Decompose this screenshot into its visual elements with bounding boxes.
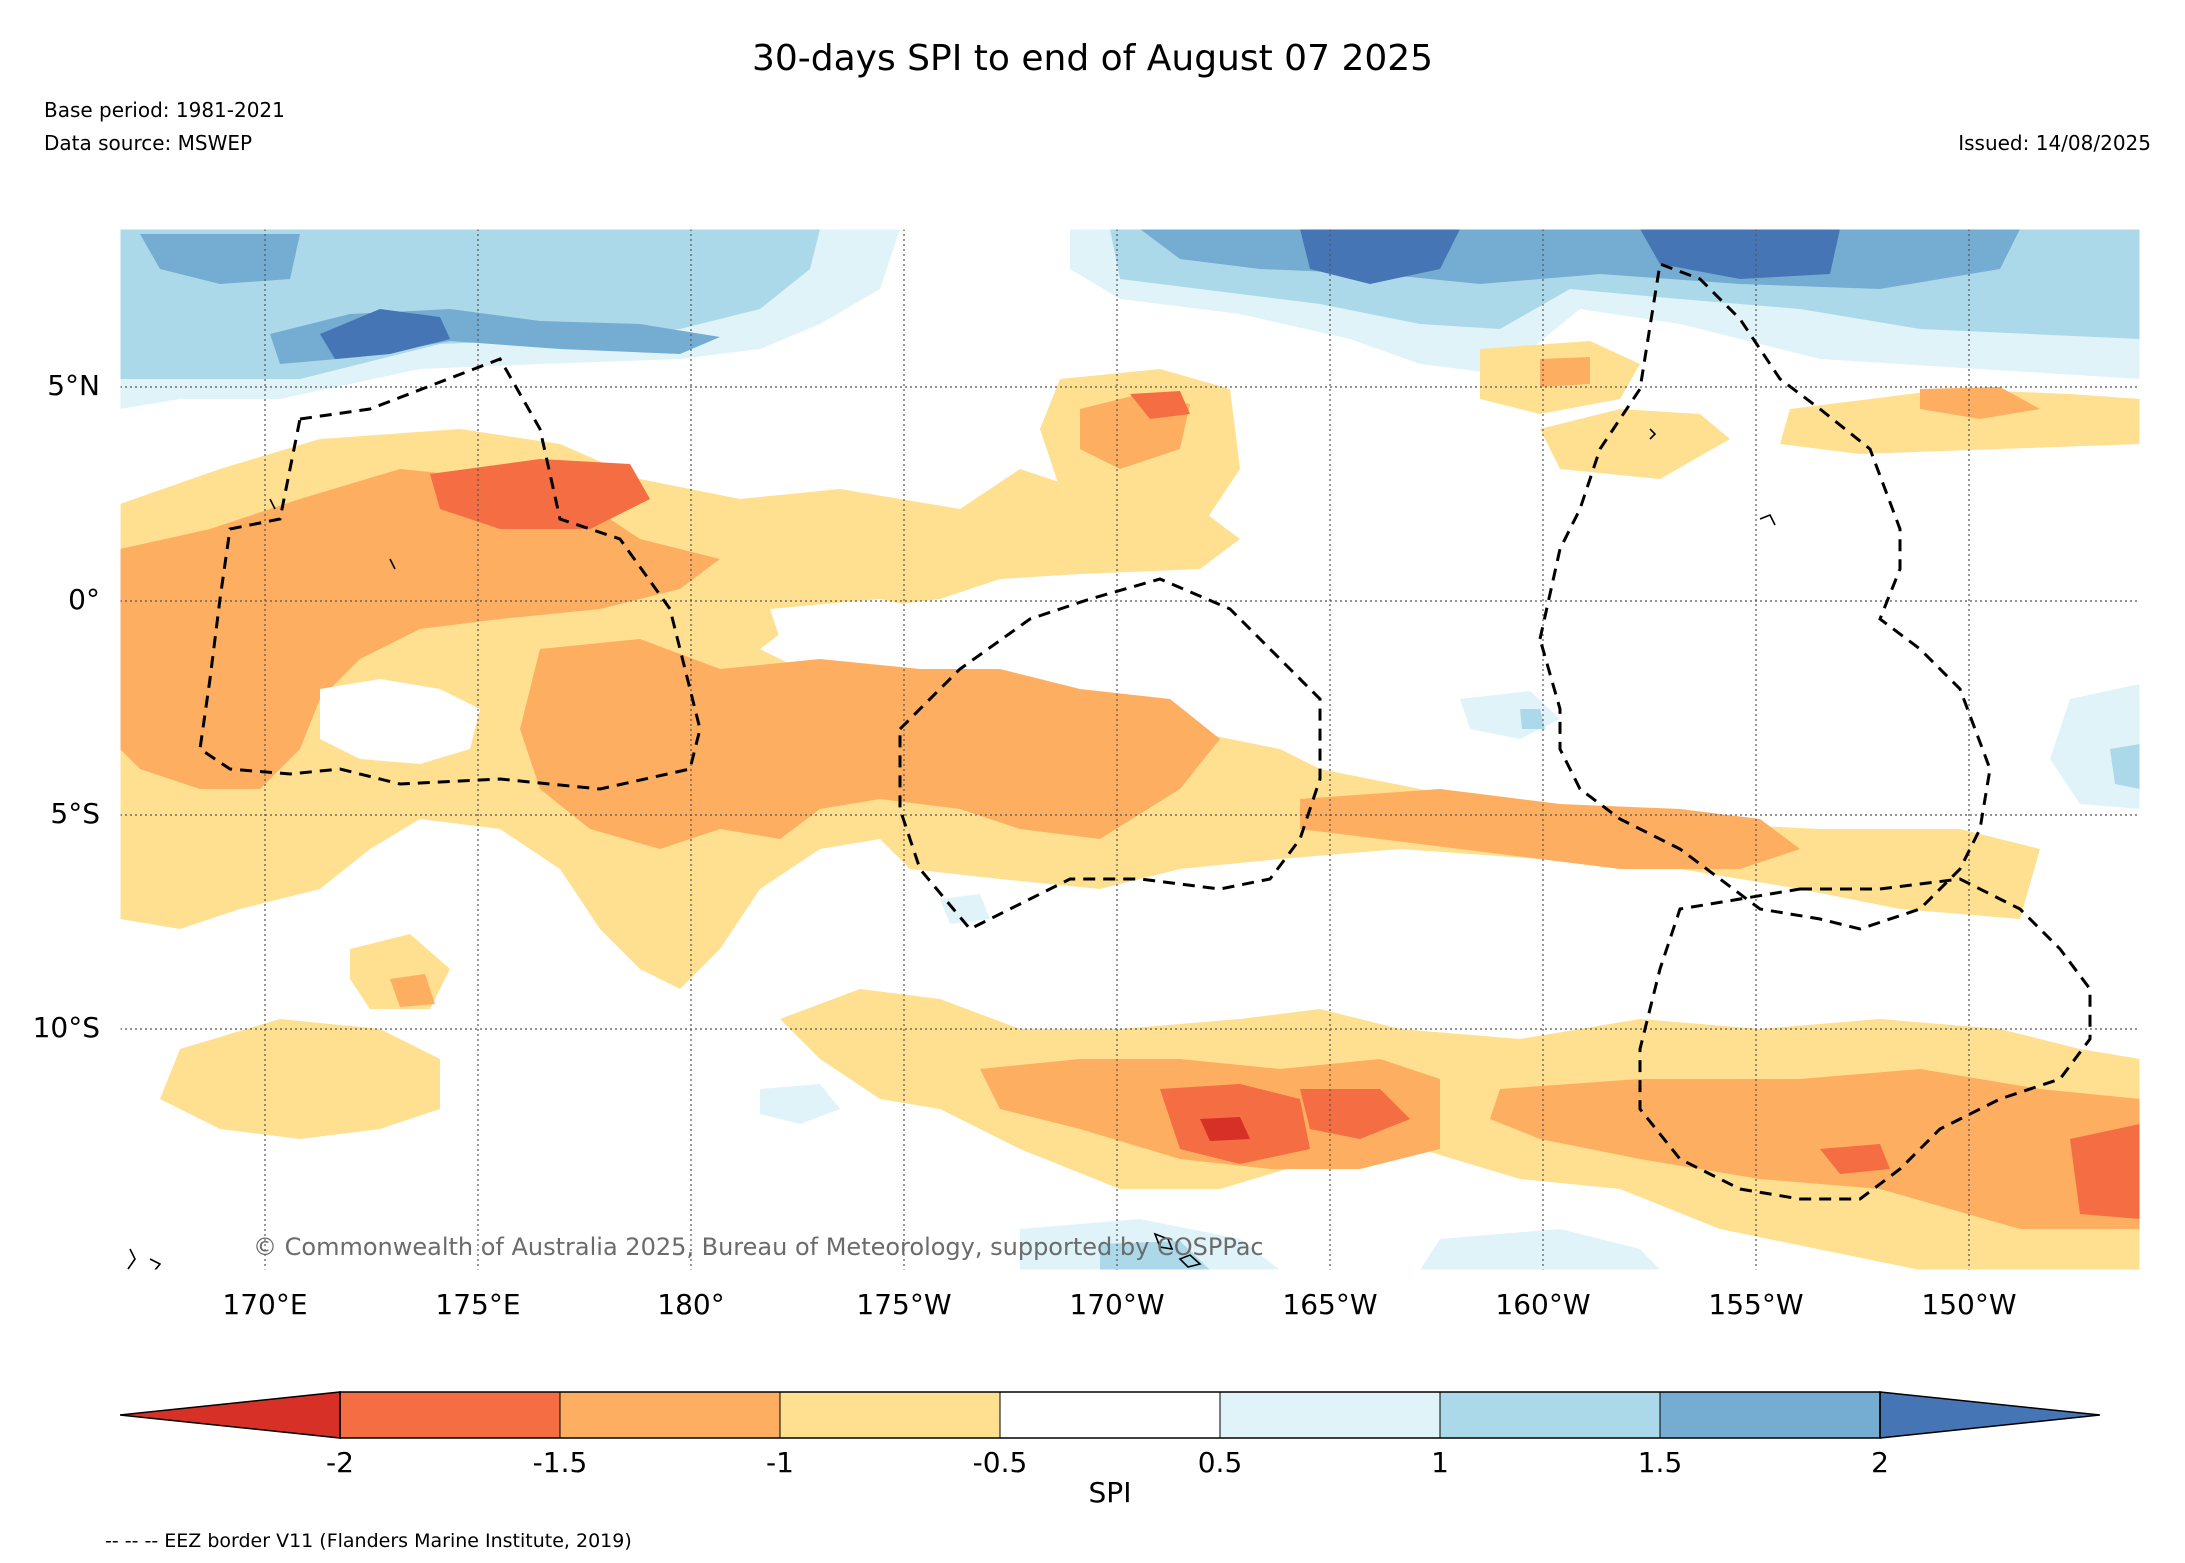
colorbar-tick: -1 <box>766 1446 794 1479</box>
colorbar-tick: -2 <box>326 1446 354 1479</box>
colorbar-segment <box>1880 1392 2100 1438</box>
issued-date-label: Issued: 14/08/2025 <box>1958 131 2151 155</box>
eez-border-note: -- -- -- EEZ border V11 (Flanders Marine… <box>105 1530 632 1552</box>
dry-patches-north <box>1040 341 2140 539</box>
map-title: 30-days SPI to end of August 07 2025 <box>751 38 1434 79</box>
colorbar-segment <box>1439 1391 1661 1439</box>
base-period-label: Base period: 1981-2021 <box>44 98 285 122</box>
lon-tick-180: 180° <box>657 1288 725 1321</box>
colorbar-tick: 0.5 <box>1197 1446 1243 1479</box>
lon-tick-170w: 170°W <box>1069 1288 1165 1321</box>
lon-tick-175w: 175°W <box>856 1288 952 1321</box>
colorbar-tick: 1 <box>1431 1446 1449 1479</box>
lat-tick-0: 0° <box>68 583 100 616</box>
colorbar-tick: -1.5 <box>532 1446 588 1479</box>
colorbar-segment <box>779 1391 1001 1439</box>
colorbar-title: SPI <box>1088 1476 1132 1509</box>
spi-map <box>120 229 2140 1270</box>
colorbar-tick: -0.5 <box>972 1446 1028 1479</box>
lat-tick-5s: 5°S <box>50 797 100 830</box>
normal-gaps <box>320 599 1700 999</box>
graticule <box>120 229 2140 1270</box>
lon-tick-150w: 150°W <box>1921 1288 2017 1321</box>
colorbar-segment <box>1659 1391 1881 1439</box>
spi-colorbar <box>120 1391 2100 1439</box>
colorbar-segment <box>120 1392 340 1438</box>
colorbar-segment <box>559 1391 781 1439</box>
lon-tick-175e: 175°E <box>435 1288 521 1321</box>
lon-tick-160w: 160°W <box>1495 1288 1591 1321</box>
lon-tick-170e: 170°E <box>222 1288 308 1321</box>
lon-tick-155w: 155°W <box>1708 1288 1804 1321</box>
lon-tick-165w: 165°W <box>1282 1288 1378 1321</box>
colorbar-segment <box>999 1391 1221 1439</box>
colorbar-tick: 1.5 <box>1637 1446 1683 1479</box>
wet-patches-south <box>760 684 2140 1270</box>
copyright-notice: © Commonwealth of Australia 2025, Bureau… <box>253 1233 1264 1261</box>
colorbar-segment <box>339 1391 561 1439</box>
eez-borders <box>198 261 2092 1201</box>
lat-tick-5n: 5°N <box>47 369 100 402</box>
dry-band-equator <box>120 429 2040 989</box>
data-source-label: Data source: MSWEP <box>44 131 253 155</box>
lat-tick-10s: 10°S <box>32 1011 100 1044</box>
colorbar-tick: 2 <box>1871 1446 1889 1479</box>
islands <box>127 428 1776 1270</box>
colorbar-segment <box>1219 1391 1441 1439</box>
wet-band-north <box>120 229 2140 409</box>
